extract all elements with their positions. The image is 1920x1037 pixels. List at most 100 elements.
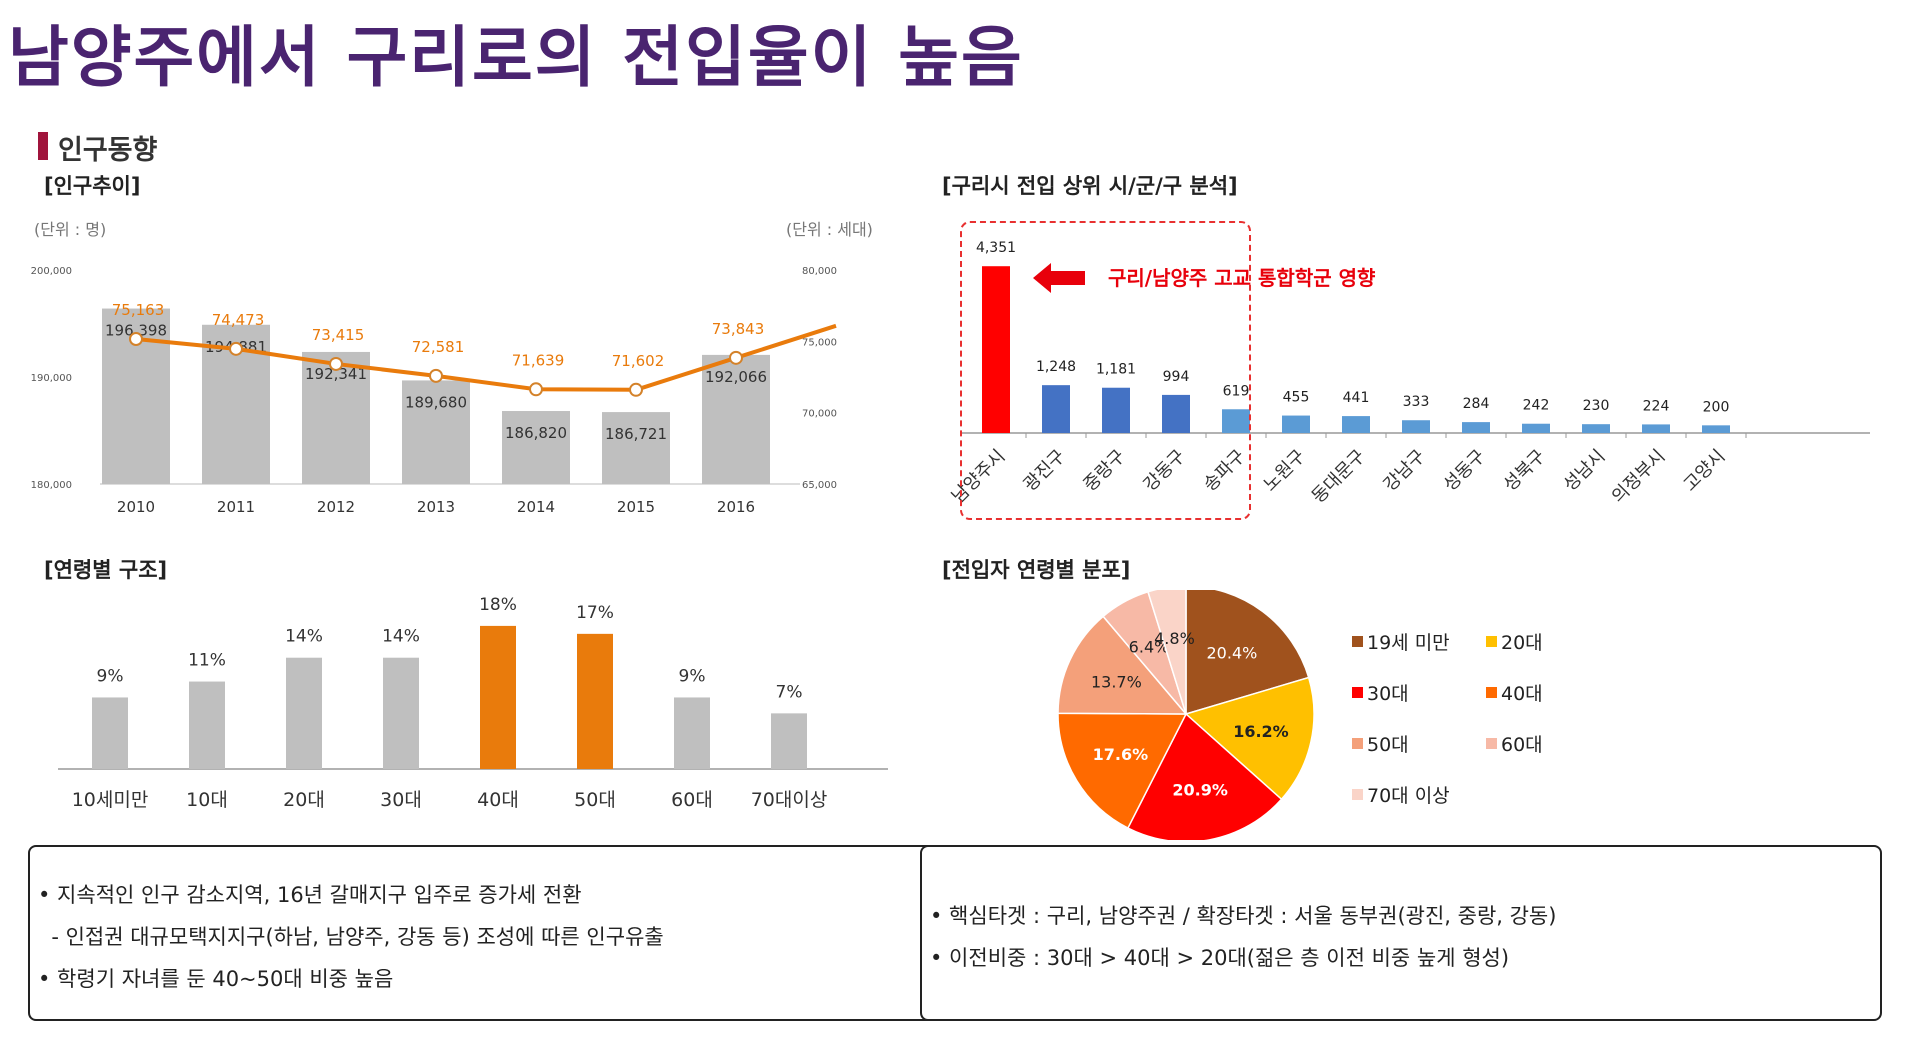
pie-value-label: 6.4%: [1129, 638, 1170, 657]
y-tick-label: 190,000: [31, 373, 72, 384]
x-tick-label: 성남시: [1560, 446, 1610, 496]
bar: [480, 625, 516, 769]
pie-slice: [1057, 615, 1188, 715]
line-point: [229, 341, 243, 356]
note-right-line-1: • 핵심타겟 : 구리, 남양주권 / 확장타겟 : 서울 동부권(광진, 중랑…: [930, 904, 1557, 928]
bar: [771, 713, 807, 769]
bar-value-label: 242: [1523, 398, 1550, 414]
bar: [189, 681, 225, 769]
page-title: 남양주에서 구리로의 전입율이 높음: [8, 19, 1024, 96]
x-tick-label: 2013: [417, 498, 455, 516]
x-tick-label: 성북구: [1500, 446, 1550, 496]
pie-legend: 19세 미만 20대 30대 40대 50대 60대 70대 이상: [1352, 628, 1612, 818]
x-tick-label: 2011: [217, 498, 255, 516]
y2-tick-label: 80,000: [802, 266, 837, 277]
y2-tick-label: 70,000: [802, 409, 837, 420]
note-left-line-2: - 인접권 대규모택지지구(하남, 남양주, 강동 등) 조성에 따른 인구유출: [38, 925, 664, 949]
legend-swatch: [1486, 636, 1497, 647]
bar-value-label: 994: [1163, 369, 1190, 385]
legend-swatch: [1352, 789, 1363, 800]
bar-value-label: 189,680: [405, 393, 467, 411]
legend-label: 50대: [1367, 734, 1409, 756]
legend-label: 60대: [1501, 734, 1543, 756]
bar: [1522, 423, 1550, 433]
line-point: [429, 368, 443, 383]
bar: [502, 411, 570, 484]
inflow-age-pie: 20.4% 16.2% 20.9% 17.6% 13.7% 6.4%4.8%: [1057, 590, 1315, 840]
bar: [1342, 416, 1370, 433]
series-line: [135, 323, 837, 392]
legend-label: 40대: [1501, 683, 1543, 705]
legend-swatch: [1486, 738, 1497, 749]
x-tick-label: 의정부시: [1608, 446, 1670, 508]
pie-value-label: 17.6%: [1093, 745, 1149, 764]
bar: [383, 657, 419, 769]
population-unit-right: (단위 : 세대): [786, 220, 873, 239]
bar-value-label: 14%: [285, 627, 323, 647]
x-tick-label: 노원구: [1260, 446, 1310, 496]
bar-value-label: 186,721: [605, 425, 667, 443]
y-tick-label: 200,000: [31, 266, 72, 277]
bar: [1582, 424, 1610, 433]
line-point: [729, 350, 743, 365]
bar-value-label: 9%: [97, 666, 124, 686]
legend-item: 50대: [1352, 730, 1409, 757]
line-point: [329, 356, 343, 371]
pie-slice: [1057, 712, 1188, 830]
x-tick-label: 2015: [617, 498, 655, 516]
inflow-chart-title: [구리시 전입 상위 시/군/구 분석]: [942, 174, 1238, 198]
legend-item: 70대 이상: [1352, 781, 1450, 808]
bar-value-label: 186,820: [505, 424, 567, 442]
notes-right-box: • 핵심타겟 : 구리, 남양주권 / 확장타겟 : 서울 동부권(광진, 중랑…: [920, 845, 1882, 1021]
bar: [702, 354, 770, 484]
notes-left-box: • 지속적인 인구 감소지역, 16년 갈매지구 입주로 증가세 전환 - 인접…: [28, 845, 1034, 1021]
x-tick-label: 60대: [671, 789, 713, 811]
bar-value-label: 1,248: [1036, 359, 1076, 375]
section-marker: [38, 132, 48, 160]
legend-item: 19세 미만: [1352, 628, 1450, 655]
legend-item: 40대: [1486, 679, 1543, 706]
bar-value-label: 1,181: [1096, 362, 1136, 378]
note-left-line-3: • 학령기 자녀를 둔 40~50대 비중 높음: [38, 967, 394, 991]
line-value-label: 73,843: [712, 320, 765, 338]
bar: [1102, 387, 1130, 433]
bar-value-label: 192,341: [305, 365, 367, 383]
bar: [674, 697, 710, 769]
line-point: [529, 382, 543, 397]
bar-value-label: 333: [1403, 394, 1430, 410]
bar-value-label: 192,066: [705, 368, 767, 386]
section-title: 인구동향: [58, 135, 158, 166]
bar-value-label: 230: [1583, 398, 1610, 414]
age-structure-chart: 9% 10세미만 11% 10대 14% 20대 14% 30대 18% 40대 17% 50대 9% 6…: [58, 595, 888, 811]
x-tick-label: 2016: [717, 498, 755, 516]
line-value-label: 71,602: [612, 352, 665, 370]
x-tick-label: 동대문구: [1308, 446, 1370, 508]
bar-value-label: 7%: [776, 682, 803, 702]
x-tick-label: 50대: [574, 789, 616, 811]
y2-tick-label: 75,000: [802, 337, 837, 348]
line-point: [129, 332, 143, 347]
bar-value-label: 284: [1463, 396, 1490, 412]
age-chart-title: [연령별 구조]: [44, 558, 168, 582]
x-tick-label: 10대: [186, 789, 228, 811]
x-tick-label: 70대이상: [751, 789, 828, 811]
x-tick-label: 2012: [317, 498, 355, 516]
legend-label: 19세 미만: [1367, 632, 1450, 654]
x-tick-label: 40대: [477, 789, 519, 811]
legend-swatch: [1352, 738, 1363, 749]
legend-swatch: [1352, 687, 1363, 698]
line-value-label: 73,415: [312, 326, 365, 344]
pie-value-label: 4.8%: [1154, 629, 1195, 648]
highlight-box: [960, 221, 1251, 520]
pie-value-label: 13.7%: [1091, 673, 1142, 692]
x-tick-label: 성동구: [1440, 446, 1490, 496]
y2-tick-label: 65,000: [802, 480, 837, 491]
bar: [1702, 425, 1730, 433]
bar: [982, 266, 1010, 433]
inflow-chart: 4,351남양주시1,248광진구1,181중랑구994강동구619송파구455…: [948, 240, 1870, 508]
legend-item: 20대: [1486, 628, 1543, 655]
bar: [402, 380, 470, 484]
bar-value-label: 4,351: [976, 240, 1016, 256]
bar: [1042, 385, 1070, 433]
bar: [92, 697, 128, 769]
